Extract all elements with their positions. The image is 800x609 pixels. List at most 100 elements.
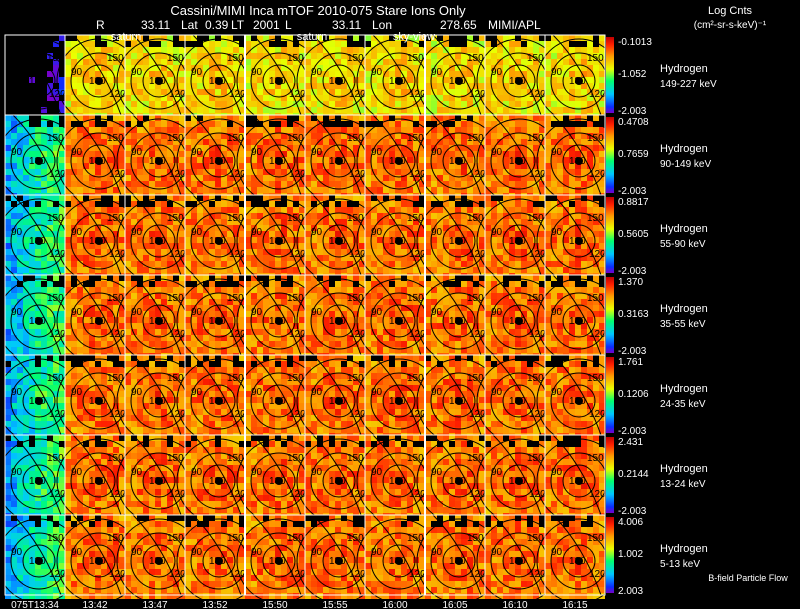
heatmap-cell — [503, 95, 509, 101]
heatmap-cell — [293, 115, 299, 121]
heatmap-cell — [371, 107, 377, 113]
heatmap-cell — [275, 89, 281, 95]
heatmap-cell — [497, 169, 503, 175]
heatmap-cell — [317, 71, 323, 77]
heatmap-cell — [173, 107, 179, 113]
heatmap-cell — [203, 187, 209, 193]
heatmap-cell — [101, 59, 107, 65]
heatmap-cell — [41, 201, 47, 207]
heatmap-cell — [293, 77, 299, 83]
heatmap-cell — [515, 107, 521, 113]
heatmap-cell — [299, 107, 305, 113]
heatmap-cell — [59, 139, 65, 145]
heatmap-cell — [179, 83, 185, 89]
heatmap-cell — [113, 107, 119, 113]
heatmap-cell — [5, 77, 11, 83]
heatmap-cell — [431, 35, 437, 41]
heatmap-cell — [143, 95, 149, 101]
heatmap-cell — [275, 121, 281, 127]
heatmap-cell — [269, 101, 275, 107]
heatmap-cell — [293, 41, 299, 47]
heatmap-cell — [287, 41, 293, 47]
heatmap-cell — [173, 101, 179, 107]
heatmap-cell — [173, 157, 179, 163]
heatmap-cell — [335, 107, 341, 113]
heatmap-cell — [53, 275, 59, 281]
heatmap-cell — [35, 65, 41, 71]
heatmap-cell — [221, 47, 227, 53]
heatmap-cell — [539, 83, 545, 89]
heatmap-cell — [17, 151, 23, 157]
heatmap-cell — [485, 195, 491, 201]
heatmap-cell — [161, 101, 167, 107]
heatmap-cell — [299, 35, 305, 41]
r-label: R — [96, 18, 105, 32]
heatmap-cell — [509, 77, 515, 83]
heatmap-cell — [5, 299, 11, 305]
heatmap-cell — [545, 243, 551, 249]
contour-label: 90 — [191, 227, 203, 238]
heatmap-cell — [89, 287, 95, 293]
heatmap-cell — [557, 127, 563, 133]
heatmap-cell — [113, 65, 119, 71]
heatmap-cell — [515, 71, 521, 77]
heatmap-cell — [125, 219, 131, 225]
heatmap-cell — [143, 71, 149, 77]
heatmap-cell — [407, 41, 413, 47]
heatmap-cell — [311, 181, 317, 187]
heatmap-cell — [593, 59, 599, 65]
heatmap-cell — [95, 255, 101, 261]
contour-label: 90 — [371, 227, 383, 238]
heatmap-cell — [95, 115, 101, 121]
heatmap-cell — [95, 181, 101, 187]
heatmap-cell — [101, 65, 107, 71]
heatmap-cell — [311, 261, 317, 267]
heatmap-cell — [161, 47, 167, 53]
heatmap-cell — [53, 83, 59, 89]
heatmap-cell — [191, 41, 197, 47]
heatmap-cell — [59, 95, 65, 101]
heatmap-cell — [5, 275, 11, 281]
heatmap-cell — [455, 207, 461, 213]
planet-marker — [35, 157, 43, 165]
heatmap-cell — [521, 89, 527, 95]
heatmap-cell — [569, 101, 575, 107]
heatmap-cell — [239, 101, 245, 107]
heatmap-cell — [383, 59, 389, 65]
heatmap-cell — [431, 77, 437, 83]
heatmap-cell — [41, 133, 47, 139]
heatmap-cell — [53, 317, 59, 323]
heatmap-cell — [413, 107, 419, 113]
heatmap-cell — [575, 127, 581, 133]
heatmap-cell — [53, 59, 59, 65]
heatmap-cell — [251, 181, 257, 187]
heatmap-cell — [137, 71, 143, 77]
heatmap-cell — [233, 101, 239, 107]
heatmap-cell — [119, 59, 125, 65]
heatmap-cell — [581, 249, 587, 255]
heatmap-cell — [227, 83, 233, 89]
heatmap-cell — [509, 201, 515, 207]
heatmap-cell — [443, 89, 449, 95]
heatmap-cell — [539, 89, 545, 95]
heatmap-cell — [509, 127, 515, 133]
heatmap-cell — [335, 195, 341, 201]
heatmap-cell — [179, 275, 185, 281]
heatmap-cell — [551, 89, 557, 95]
heatmap-cell — [479, 89, 485, 95]
heatmap-cell — [329, 95, 335, 101]
heatmap-cell — [29, 107, 35, 113]
heatmap-cell — [17, 243, 23, 249]
heatmap-cell — [83, 95, 89, 101]
heatmap-cell — [161, 107, 167, 113]
heatmap-cell — [353, 107, 359, 113]
heatmap-cell — [377, 71, 383, 77]
heatmap-cell — [395, 35, 401, 41]
heatmap-cell — [65, 255, 71, 261]
heatmap-cell — [191, 77, 197, 83]
heatmap-cell — [83, 299, 89, 305]
contour-label: 90 — [551, 67, 563, 78]
heatmap-cell — [11, 35, 17, 41]
heatmap-cell — [29, 187, 35, 193]
